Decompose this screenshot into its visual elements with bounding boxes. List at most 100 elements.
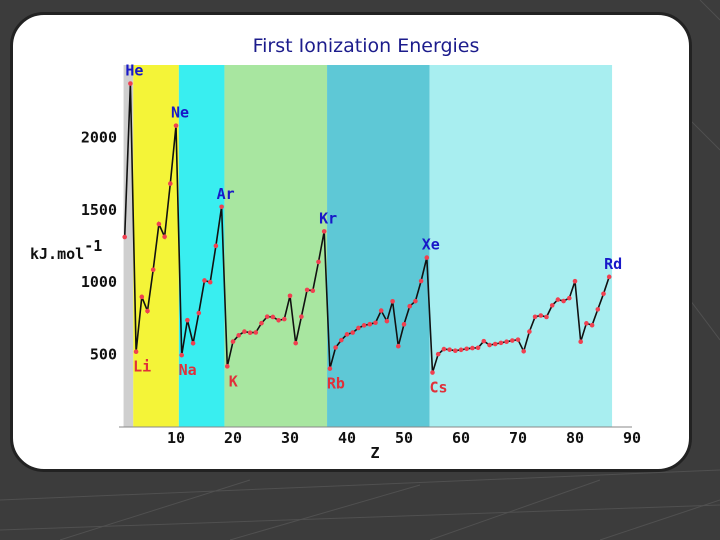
data-point: [156, 221, 162, 227]
data-point: [361, 323, 367, 328]
x-tick-label: 20: [224, 429, 242, 447]
data-point: [190, 341, 196, 346]
data-point: [504, 339, 509, 345]
y-axis-label-sup: -1: [84, 237, 102, 255]
element-label-k: K: [229, 372, 238, 390]
x-tick-label: 70: [509, 429, 527, 447]
data-point: [168, 181, 173, 186]
data-point: [458, 347, 464, 353]
y-tick-label: 500: [90, 346, 117, 364]
series-layer: [122, 81, 612, 375]
data-point: [333, 345, 338, 350]
data-point: [230, 339, 236, 344]
region-band-1: [123, 65, 134, 427]
region-band-4: [224, 65, 328, 427]
data-point: [532, 314, 538, 320]
element-label-kr: Kr: [319, 209, 337, 227]
data-point: [350, 330, 356, 335]
data-point: [202, 278, 207, 283]
data-point: [567, 295, 572, 301]
data-point: [327, 366, 333, 371]
data-point: [173, 123, 179, 128]
data-point: [435, 351, 441, 357]
data-point: [339, 337, 344, 343]
data-point: [413, 298, 418, 304]
data-point: [538, 313, 544, 318]
data-point: [150, 267, 156, 273]
data-point: [310, 288, 316, 294]
data-point: [253, 330, 259, 335]
data-point: [396, 343, 401, 349]
data-point: [561, 298, 566, 304]
data-point: [447, 347, 452, 352]
x-tick-label: 80: [566, 429, 584, 447]
data-point: [578, 339, 583, 345]
data-point: [128, 81, 133, 86]
element-label-li: Li: [133, 358, 151, 376]
y-axis-label: kJ.mol-1: [30, 237, 102, 263]
data-point: [287, 293, 293, 299]
data-point: [441, 346, 447, 352]
x-tick-label: 30: [281, 429, 299, 447]
data-point: [133, 349, 139, 355]
y-tick-label: 1500: [81, 201, 117, 219]
data-point: [510, 338, 515, 343]
data-point: [492, 341, 498, 347]
data-point: [470, 345, 475, 351]
data-point: [122, 234, 127, 240]
data-point: [293, 340, 299, 346]
data-point: [264, 314, 270, 319]
element-label-na: Na: [179, 361, 197, 379]
data-point: [515, 337, 521, 342]
data-point: [401, 322, 407, 327]
data-point: [225, 364, 230, 369]
element-label-rd: Rd: [604, 255, 622, 273]
data-point: [481, 338, 487, 344]
data-point: [521, 348, 526, 354]
region-band-6: [429, 65, 613, 427]
data-point: [242, 329, 247, 334]
data-point: [572, 278, 578, 284]
data-point: [549, 303, 555, 308]
data-point: [384, 318, 390, 324]
data-point: [270, 314, 276, 320]
shaded-regions: [123, 65, 613, 427]
chart-title: First Ionization Energies: [253, 35, 480, 57]
data-point: [390, 299, 395, 304]
element-label-ne: Ne: [171, 104, 189, 122]
tick-labels: 10 20 30 40 50 60 70 80 90 500 1000 1500 2000: [81, 128, 641, 447]
y-tick-label: 1000: [81, 273, 117, 291]
x-tick-label: 10: [167, 429, 185, 447]
data-point: [418, 278, 424, 284]
data-point: [424, 255, 430, 260]
element-label-cs: Cs: [429, 379, 447, 397]
data-point: [282, 316, 287, 322]
data-point: [236, 333, 241, 338]
data-point: [344, 332, 350, 337]
y-axis-label-text: kJ.mol: [30, 245, 84, 263]
x-tick-label: 50: [395, 429, 413, 447]
data-point: [453, 348, 458, 353]
element-label-xe: Xe: [422, 236, 440, 254]
data-point: [555, 297, 561, 302]
data-point: [196, 310, 202, 316]
data-point: [589, 322, 595, 328]
data-point: [367, 321, 373, 327]
data-point: [356, 325, 361, 331]
data-point: [179, 352, 184, 358]
data-point: [544, 314, 549, 320]
x-tick-label: 40: [338, 429, 356, 447]
region-band-5: [327, 65, 430, 427]
data-point: [373, 320, 378, 326]
data-point: [430, 370, 435, 375]
element-label-he: He: [125, 62, 143, 80]
data-point: [584, 321, 589, 326]
data-point: [299, 314, 304, 319]
data-point: [595, 307, 601, 312]
data-point: [304, 287, 310, 293]
x-axis-label: Z: [370, 444, 379, 462]
element-labels: He Ne Ar Kr Xe Rd Li Na K Rb Cs: [125, 62, 622, 397]
data-point: [276, 317, 281, 323]
data-point: [316, 259, 321, 265]
